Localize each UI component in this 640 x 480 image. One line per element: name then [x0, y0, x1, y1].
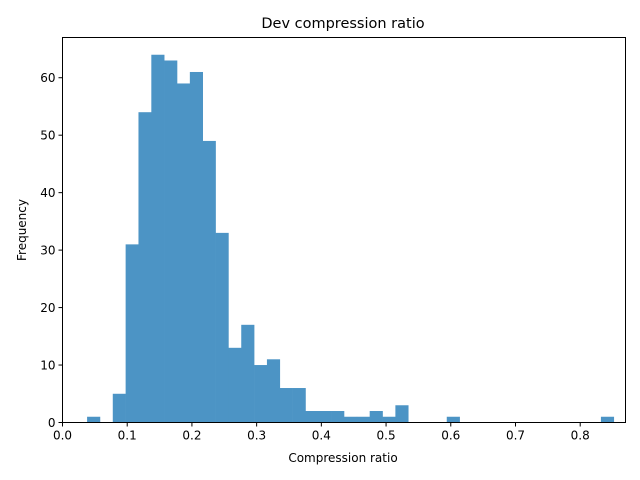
histogram-bar: [215, 232, 229, 423]
histogram-bar: [112, 393, 126, 423]
histogram-bar: [369, 411, 383, 423]
histogram-bar: [164, 60, 178, 423]
histogram-bar: [356, 416, 370, 423]
histogram-bar: [305, 411, 319, 423]
histogram-bar: [318, 411, 332, 423]
y-tick-label: 30: [40, 244, 55, 258]
x-tick-label: 0.2: [182, 429, 201, 443]
y-tick-label: 40: [40, 186, 55, 200]
histogram-bar: [241, 324, 255, 423]
x-tick-label: 0.5: [377, 429, 396, 443]
histogram-bar: [151, 54, 165, 423]
histogram-bar: [446, 416, 460, 423]
x-tick-label: 0.3: [247, 429, 266, 443]
histogram-bar: [87, 416, 101, 423]
chart-title: Dev compression ratio: [261, 16, 424, 32]
histogram-bar: [279, 388, 293, 423]
bars-group: [87, 54, 615, 423]
histogram-bar: [254, 365, 268, 423]
y-tick-label: 60: [40, 71, 55, 85]
histogram-bar: [228, 347, 242, 423]
histogram-bar: [266, 359, 281, 423]
x-axis-ticks: 0.0 0.1 0.2 0.3 0.4 0.5 0.6 0.7 0.8: [53, 422, 590, 443]
histogram-bar: [189, 71, 203, 423]
histogram-bar: [138, 112, 152, 423]
histogram-bar: [125, 244, 139, 423]
histogram-bar: [344, 416, 358, 423]
histogram-bar: [395, 405, 409, 423]
y-tick-label: 20: [40, 301, 55, 315]
histogram-bar: [292, 388, 306, 423]
y-tick-label: 0: [48, 416, 56, 430]
y-tick-label: 10: [40, 359, 55, 373]
histogram-bar: [202, 140, 216, 423]
x-axis-label: Compression ratio: [288, 451, 397, 465]
histogram-bar: [600, 416, 615, 423]
y-axis-ticks: 0 10 20 30 40 50 60: [40, 71, 63, 430]
x-tick-label: 0.1: [118, 429, 137, 443]
histogram-bar: [382, 416, 396, 423]
y-axis-label: Frequency: [15, 199, 29, 261]
x-tick-label: 0.0: [53, 429, 72, 443]
histogram-bar: [331, 411, 345, 423]
histogram-bar: [177, 83, 191, 423]
x-tick-label: 0.8: [571, 429, 590, 443]
x-tick-label: 0.7: [506, 429, 525, 443]
y-tick-label: 50: [40, 129, 55, 143]
x-tick-label: 0.6: [441, 429, 460, 443]
x-tick-label: 0.4: [312, 429, 331, 443]
plot-frame: [62, 37, 626, 423]
